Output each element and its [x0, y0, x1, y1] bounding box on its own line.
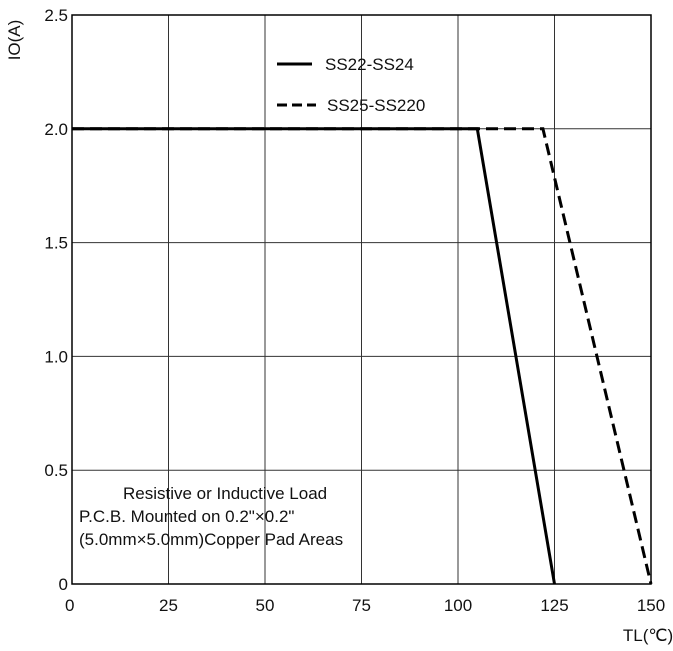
y-tick-label: 0.5 [44, 461, 68, 480]
y-tick-label: 2.0 [44, 120, 68, 139]
y-tick-label: 0 [59, 575, 68, 594]
legend: SS22-SS24 SS25-SS220 [277, 55, 425, 115]
legend-label-ss25-ss220: SS25-SS220 [327, 96, 425, 115]
y-tick-labels: 0 0.5 1.0 1.5 2.0 2.5 [44, 6, 68, 594]
annotation-line-2: P.C.B. Mounted on 0.2"×0.2" [79, 507, 294, 526]
x-tick-label: 25 [159, 596, 178, 615]
x-tick-label: 100 [444, 596, 472, 615]
y-tick-label: 1.0 [44, 347, 68, 366]
annotation-line-3: (5.0mm×5.0mm)Copper Pad Areas [79, 530, 343, 549]
legend-label-ss22-ss24: SS22-SS24 [325, 55, 414, 74]
plot-frame [71, 14, 652, 585]
y-axis-title: IO(A) [5, 20, 24, 61]
x-tick-label: 125 [540, 596, 568, 615]
annotation-line-1: Resistive or Inductive Load [123, 484, 327, 503]
x-tick-label: 75 [352, 596, 371, 615]
x-tick-label: 150 [637, 596, 665, 615]
x-axis-title: TL(℃) [623, 626, 673, 645]
x-tick-label: 0 [65, 596, 74, 615]
plot-border [71, 14, 652, 585]
y-tick-label: 1.5 [44, 234, 68, 253]
annotation-note: Resistive or Inductive Load P.C.B. Mount… [79, 484, 343, 549]
y-tick-label: 2.5 [44, 6, 68, 25]
x-tick-label: 50 [256, 596, 275, 615]
series-line-ss25-ss220 [72, 127, 653, 585]
x-tick-labels: 0 25 50 75 100 125 150 [65, 596, 665, 615]
series-lines [72, 127, 653, 585]
